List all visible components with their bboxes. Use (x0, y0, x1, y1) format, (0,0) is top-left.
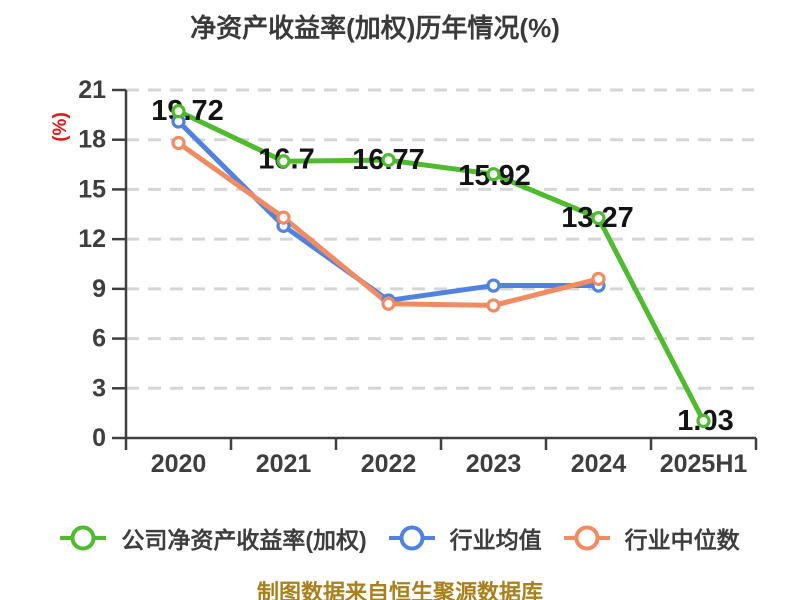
data-point-marker (696, 413, 711, 429)
y-tick-label: 6 (92, 325, 106, 353)
y-axis-unit-label: (%) (50, 112, 71, 142)
data-point-marker (381, 152, 396, 168)
series-line-0 (176, 108, 706, 424)
chart-title: 净资产收益率(加权)历年情况(%) (190, 13, 560, 43)
data-point-marker (591, 210, 606, 226)
data-point-marker (486, 278, 501, 293)
legend-item-1[interactable]: 行业均值 (388, 521, 542, 555)
x-tick-label: 2020 (151, 450, 207, 478)
legend-marker-circle (70, 525, 96, 551)
x-tick-label: 2022 (361, 450, 417, 478)
legend-item-label: 行业均值 (449, 527, 542, 553)
x-tick-label: 2025H1 (660, 450, 748, 478)
legend-item-2[interactable]: 行业中位数 (563, 521, 740, 555)
data-point-marker (591, 271, 606, 287)
x-tick-label: 2023 (466, 450, 522, 478)
legend-marker-icon (60, 525, 107, 551)
data-point-marker (486, 298, 501, 313)
x-tick-label: 2021 (256, 450, 312, 478)
y-tick-label: 21 (78, 76, 106, 104)
legend-marker-icon (563, 525, 610, 551)
y-tick-label: 0 (92, 424, 106, 452)
data-point-marker (276, 154, 291, 169)
data-source-note: 制图数据来自恒生聚源数据库 (256, 580, 543, 600)
axis-line (124, 90, 756, 440)
x-tick-label: 2024 (571, 450, 627, 478)
y-tick-label: 3 (92, 374, 106, 402)
legend-marker-circle (399, 525, 425, 551)
legend-item-label: 行业中位数 (624, 527, 740, 553)
legend-marker-circle (574, 525, 600, 551)
legend-marker-icon (388, 525, 435, 551)
y-tick-label: 18 (78, 126, 106, 154)
legend-item-0[interactable]: 公司净资产收益率(加权) (60, 521, 367, 555)
y-tick-label: 15 (78, 175, 106, 203)
data-point-marker (381, 296, 396, 311)
y-tick-label: 12 (78, 225, 106, 253)
data-point-marker (171, 135, 186, 151)
data-point-marker (276, 210, 291, 225)
data-point-marker (486, 167, 501, 182)
legend: 公司净资产收益率(加权) 行业均值 行业中位数 (0, 521, 800, 555)
legend-item-label: 公司净资产收益率(加权) (121, 527, 367, 553)
y-tick-label: 9 (92, 275, 106, 303)
data-point-marker (171, 104, 186, 119)
data-point-label: 19.72 (151, 95, 224, 127)
